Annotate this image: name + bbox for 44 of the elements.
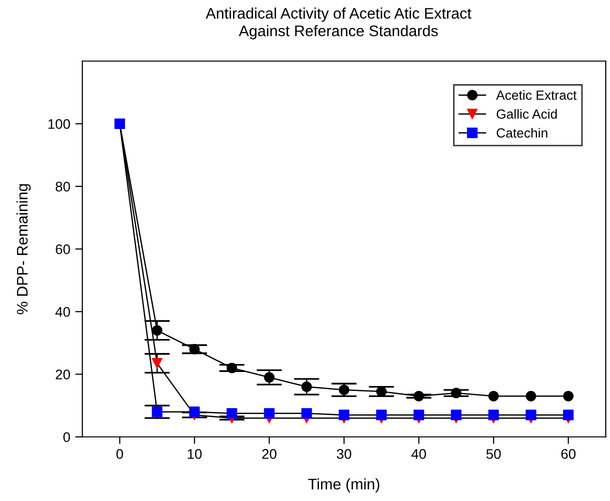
y-tick-label: 20 [56, 370, 70, 380]
point [526, 410, 536, 420]
point [414, 410, 424, 420]
point [301, 408, 312, 419]
point [488, 390, 499, 402]
x-tick-label: 20 [262, 449, 276, 459]
x-tick-label: 30 [336, 449, 352, 459]
point [488, 410, 499, 420]
point [376, 386, 387, 397]
point [152, 325, 162, 336]
y-tick-label: 0 [63, 432, 70, 442]
x-tick-label: 40 [411, 449, 426, 459]
x-tick-label: 10 [188, 449, 202, 459]
legend-label: Gallic Acid [496, 109, 557, 119]
point [450, 388, 462, 398]
legend-label: Catechin [496, 128, 548, 138]
point [152, 358, 162, 369]
point [264, 408, 275, 419]
point [526, 390, 536, 402]
x-axis-title: Time (min) [308, 478, 380, 493]
point [226, 408, 238, 419]
y-tick-label: 80 [56, 182, 70, 192]
y-axis-title: % DPP- Remaining [16, 184, 31, 314]
y-tick-label: 60 [56, 244, 70, 254]
point [338, 384, 350, 396]
x-tick-label: 60 [561, 449, 576, 459]
x-tick-label: 0 [116, 449, 124, 459]
y-tick-label: 100 [48, 119, 70, 129]
chart-title: Antiradical Activity of Acetic Atic Extract Against Referance Standards [206, 8, 472, 40]
point [563, 410, 574, 420]
legend-label: Acetic Extract [496, 90, 577, 100]
point [264, 372, 275, 383]
point [414, 390, 424, 402]
point [189, 406, 200, 418]
x-tick-label: 50 [486, 449, 501, 459]
point [301, 381, 312, 392]
point [152, 406, 162, 418]
point [226, 362, 238, 374]
y-tick-label: 40 [55, 306, 70, 317]
point [563, 390, 574, 402]
point [450, 410, 462, 420]
point [338, 410, 350, 420]
point [189, 344, 200, 354]
point [376, 410, 387, 420]
